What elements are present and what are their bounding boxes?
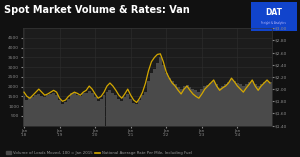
Bar bbox=[32, 97, 34, 126]
Bar bbox=[262, 82, 266, 126]
Bar bbox=[46, 95, 49, 126]
Bar bbox=[114, 95, 117, 126]
Bar bbox=[132, 103, 135, 126]
Bar bbox=[221, 86, 224, 126]
Bar bbox=[67, 99, 70, 126]
Bar bbox=[91, 92, 94, 126]
Bar bbox=[123, 97, 126, 126]
Bar bbox=[34, 95, 37, 126]
Bar bbox=[227, 82, 230, 126]
Bar bbox=[22, 96, 26, 126]
Bar bbox=[233, 81, 236, 126]
Bar bbox=[254, 84, 257, 126]
Bar bbox=[194, 90, 197, 126]
Bar bbox=[150, 73, 153, 126]
Text: DAT: DAT bbox=[265, 8, 282, 17]
Bar bbox=[55, 95, 58, 126]
Bar bbox=[268, 82, 272, 126]
Bar bbox=[206, 85, 209, 126]
Bar bbox=[109, 90, 111, 126]
Bar bbox=[37, 95, 40, 126]
Bar bbox=[40, 96, 43, 126]
Bar bbox=[49, 95, 52, 126]
Bar bbox=[177, 87, 180, 126]
Bar bbox=[239, 84, 242, 126]
Bar bbox=[117, 99, 120, 126]
Bar bbox=[85, 92, 88, 126]
Bar bbox=[212, 81, 215, 126]
Bar bbox=[245, 84, 248, 126]
Bar bbox=[162, 65, 165, 126]
Bar bbox=[52, 93, 55, 126]
Bar bbox=[94, 97, 97, 126]
Bar bbox=[159, 57, 162, 126]
Bar bbox=[58, 100, 61, 126]
Bar bbox=[126, 95, 129, 126]
Bar bbox=[236, 83, 239, 126]
Bar bbox=[224, 84, 227, 126]
Bar bbox=[82, 93, 85, 126]
Bar bbox=[251, 81, 254, 126]
Legend: Volume of Loads Moved, 100 = Jan 2015, National Average Rate Per Mile, Including: Volume of Loads Moved, 100 = Jan 2015, N… bbox=[6, 151, 192, 155]
Bar bbox=[28, 98, 32, 126]
Bar bbox=[266, 81, 268, 126]
Bar bbox=[260, 84, 262, 126]
Bar bbox=[97, 101, 100, 126]
Bar bbox=[61, 104, 64, 126]
Bar bbox=[76, 95, 79, 126]
Bar bbox=[165, 73, 168, 126]
Bar bbox=[191, 89, 194, 126]
Bar bbox=[242, 86, 245, 126]
Bar bbox=[120, 101, 123, 126]
Bar bbox=[88, 91, 91, 126]
Bar bbox=[43, 97, 46, 126]
Bar bbox=[209, 83, 212, 126]
Bar bbox=[129, 99, 132, 126]
Bar bbox=[188, 87, 191, 126]
Bar bbox=[111, 92, 114, 126]
Bar bbox=[153, 69, 156, 126]
Bar bbox=[64, 102, 67, 126]
Text: Spot Market Volume & Rates: Van: Spot Market Volume & Rates: Van bbox=[4, 5, 190, 15]
Bar bbox=[218, 88, 221, 126]
Bar bbox=[100, 99, 103, 126]
Bar bbox=[103, 95, 106, 126]
Bar bbox=[168, 78, 171, 126]
Bar bbox=[215, 84, 218, 126]
Bar bbox=[147, 81, 150, 126]
Bar bbox=[141, 95, 144, 126]
Bar bbox=[106, 92, 109, 126]
Bar bbox=[70, 93, 73, 126]
Bar bbox=[183, 86, 185, 126]
Bar bbox=[138, 100, 141, 126]
Bar bbox=[203, 86, 206, 126]
Bar bbox=[73, 92, 76, 126]
Bar bbox=[79, 96, 82, 126]
Bar bbox=[200, 89, 203, 126]
Bar bbox=[144, 92, 147, 126]
Bar bbox=[257, 86, 260, 126]
Bar bbox=[135, 104, 138, 126]
Text: Freight & Analytics: Freight & Analytics bbox=[261, 21, 286, 25]
Bar bbox=[185, 85, 188, 126]
Bar bbox=[230, 79, 233, 126]
Bar bbox=[171, 81, 174, 126]
Bar bbox=[156, 63, 159, 126]
Bar bbox=[26, 100, 29, 126]
Bar bbox=[197, 92, 200, 126]
Bar bbox=[174, 84, 177, 126]
Bar bbox=[248, 82, 251, 126]
Bar bbox=[180, 89, 183, 126]
